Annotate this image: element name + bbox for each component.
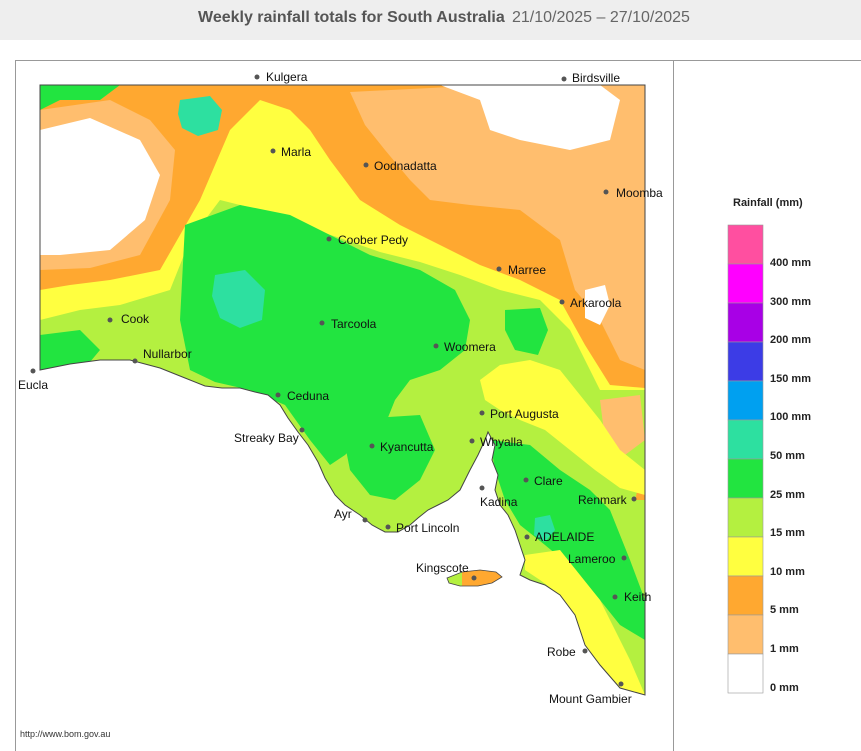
place-dot-kulgera: [254, 74, 260, 80]
place-dot-nullarbor: [132, 358, 138, 364]
place-dot-eucla: [30, 368, 36, 374]
place-dot-cook: [107, 317, 113, 323]
place-label-marree: Marree: [508, 263, 546, 277]
place-dot-tarcoola: [319, 320, 325, 326]
place-dot-clare: [523, 477, 529, 483]
legend-swatch: [727, 263, 764, 304]
rain-pocket-nw: [178, 96, 222, 136]
place-dot-streaky-bay: [299, 427, 305, 433]
place-dot-moomba: [603, 189, 609, 195]
place-markers: Kulgera Birdsville Marla Oodnadatta Moom…: [18, 70, 663, 706]
legend-label: 150 mm: [770, 372, 811, 385]
legend-label: 300 mm: [770, 295, 811, 308]
place-label-robe: Robe: [547, 645, 576, 659]
legend-panel: [673, 60, 861, 751]
place-label-renmark: Renmark: [578, 493, 628, 507]
place-label-marla: Marla: [281, 145, 311, 159]
place-dot-marla: [270, 148, 276, 154]
place-dot-adelaide: [524, 534, 530, 540]
place-label-keith: Keith: [624, 590, 651, 604]
place-dot-ceduna: [275, 392, 281, 398]
legend-swatch: [727, 419, 764, 460]
place-dot-kyancutta: [369, 443, 375, 449]
place-dot-woomera: [433, 343, 439, 349]
place-dot-robe: [582, 648, 588, 654]
place-label-tarcoola: Tarcoola: [331, 317, 377, 331]
place-label-streaky-bay: Streaky Bay: [234, 431, 299, 445]
legend-swatch: [727, 380, 764, 421]
place-dot-arkaroola: [559, 299, 565, 305]
legend-label: 15 mm: [770, 527, 805, 540]
place-label-ayr: Ayr: [334, 507, 352, 521]
legend-label: 50 mm: [770, 450, 805, 462]
legend-title: Rainfall (mm): [733, 197, 803, 209]
place-label-birdsville: Birdsville: [572, 71, 620, 85]
place-dot-birdsville: [561, 76, 567, 82]
legend-swatch: [727, 575, 764, 616]
place-label-ceduna: Ceduna: [287, 389, 329, 403]
place-dot-whyalla: [469, 438, 475, 444]
place-label-kulgera: Kulgera: [266, 70, 308, 84]
place-label-oodnadatta: Oodnadatta: [374, 159, 437, 173]
place-dot-port-lincoln: [385, 524, 391, 530]
place-label-mount-gambier: Mount Gambier: [549, 692, 632, 706]
place-dot-ayr: [362, 517, 368, 523]
legend-swatch: [727, 302, 764, 343]
legend-swatch: [727, 458, 764, 499]
source-url: http://www.bom.gov.au: [20, 729, 111, 739]
legend-label: 0 mm: [770, 681, 799, 694]
legend-label: 1 mm: [770, 643, 799, 655]
page-title: Weekly rainfall totals for South Austral…: [198, 9, 505, 26]
legend-color-bar: [727, 224, 764, 694]
place-label-port-augusta: Port Augusta: [490, 407, 559, 421]
place-label-moomba: Moomba: [616, 186, 663, 200]
place-label-eucla: Eucla: [18, 378, 48, 392]
place-dot-port-augusta: [479, 410, 485, 416]
place-label-whyalla: Whyalla: [480, 435, 523, 449]
place-label-lameroo: Lameroo: [568, 552, 616, 566]
place-dot-kingscote: [471, 575, 477, 581]
place-dot-kadina: [479, 485, 485, 491]
page-header: Weekly rainfall totals for South Austral…: [0, 0, 861, 40]
place-dot-oodnadatta: [363, 162, 369, 168]
place-label-kyancutta: Kyancutta: [380, 440, 434, 454]
place-label-adelaide: ADELAIDE: [535, 530, 594, 544]
legend-swatch: [727, 614, 764, 655]
place-label-kingscote: Kingscote: [416, 561, 469, 575]
legend-label: 25 mm: [770, 488, 805, 501]
place-dot-lameroo: [621, 555, 627, 561]
legend-label: 100 mm: [770, 411, 811, 424]
date-range: 21/10/2025 – 27/10/2025: [512, 9, 690, 26]
place-dot-mount-gambier: [618, 681, 624, 687]
place-label-nullarbor: Nullarbor: [143, 347, 192, 361]
place-label-cook: Cook: [121, 312, 150, 326]
place-label-arkaroola: Arkaroola: [570, 296, 622, 310]
place-label-clare: Clare: [534, 474, 563, 488]
place-dot-keith: [612, 594, 618, 600]
place-dot-coober-pedy: [326, 236, 332, 242]
place-label-kadina: Kadina: [480, 495, 518, 509]
legend-swatch: [727, 341, 764, 382]
place-label-coober-pedy: Coober Pedy: [338, 233, 408, 247]
place-dot-renmark: [631, 496, 637, 502]
legend-label: 200 mm: [770, 334, 811, 347]
legend-label: 400 mm: [770, 257, 811, 269]
place-label-port-lincoln: Port Lincoln: [396, 521, 459, 535]
legend-swatch: [727, 653, 764, 694]
legend-label: 5 mm: [770, 604, 799, 617]
rainfall-zones: [40, 85, 645, 695]
legend-swatch: [727, 497, 764, 538]
place-dot-marree: [496, 266, 502, 272]
legend-label: 10 mm: [770, 565, 805, 578]
legend-swatch: [727, 536, 764, 577]
legend-swatch: [727, 224, 764, 265]
place-label-woomera: Woomera: [444, 340, 496, 354]
